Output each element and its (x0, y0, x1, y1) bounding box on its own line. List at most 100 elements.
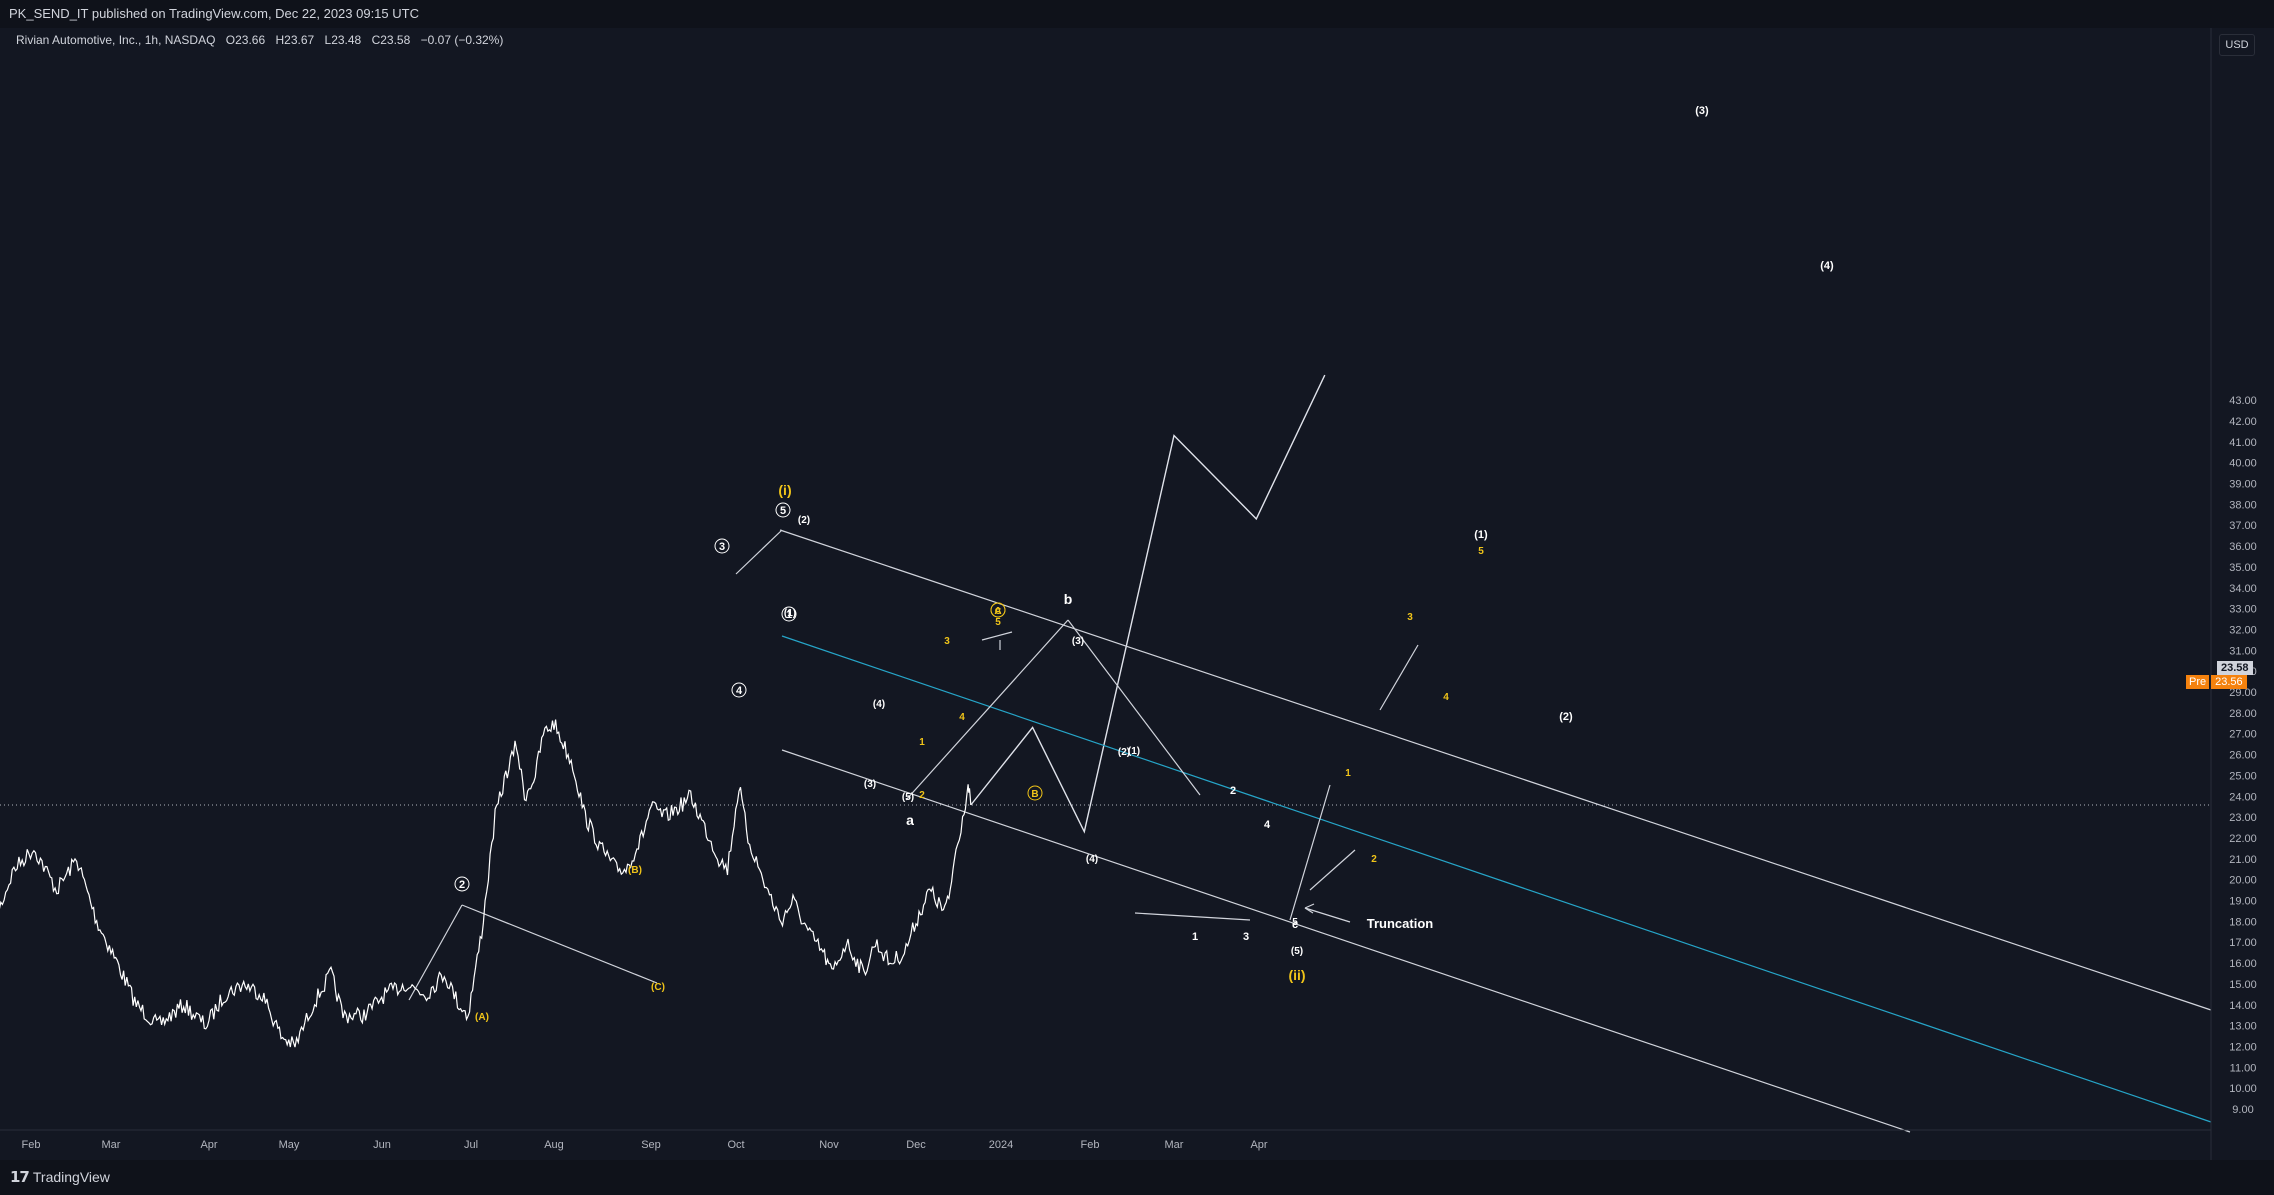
price-line (0, 719, 972, 1048)
brand-name: TradingView (32, 1169, 110, 1185)
wave-label: (4) (1086, 854, 1098, 865)
wave-label: 3 (944, 636, 950, 647)
wave-label: A (994, 606, 1001, 617)
wave-label: b (1064, 591, 1073, 607)
wave-labels: (i)(ii)53412(2)(1)(4)(3)(5)(3)(1)(4)(2)(… (454, 105, 1834, 1023)
wave-label: 3 (1243, 931, 1249, 943)
wave-label: 5 (780, 505, 786, 517)
wave-line (1134, 912, 1251, 921)
wave-label: (1) (1128, 746, 1140, 757)
time-axis[interactable]: Feb Mar Apr May Jun Jul Aug Sep Oct Nov Dec 2024 Feb… (22, 1139, 1268, 1151)
wave-label: 3 (1407, 612, 1413, 623)
wave-label-circle (454, 876, 470, 892)
wave-label: 1 (786, 609, 792, 621)
y-tick-label: 42.00 (2229, 416, 2257, 428)
symbol-legend[interactable]: Rivian Automotive, Inc., 1h, NASDAQ O23.… (16, 33, 510, 47)
wave-label: (2) (1559, 711, 1573, 723)
y-tick-label: 16.00 (2229, 958, 2257, 970)
x-tick-label: Mar (102, 1139, 121, 1151)
wave-line (1379, 644, 1419, 711)
wave-label: (4) (873, 699, 885, 710)
truncation-arrow-head (1304, 903, 1315, 909)
ohlc-open: O23.66 (225, 33, 266, 47)
y-tick-label: 33.00 (2229, 604, 2257, 616)
y-tick-label: 17.00 (2229, 937, 2257, 949)
wave-line (408, 904, 463, 1001)
wave-line (461, 904, 658, 984)
ohlc-close: C23.58 (371, 33, 411, 47)
wave-label: 3 (719, 541, 725, 553)
y-tick-label: 25.00 (2229, 770, 2257, 782)
y-tick-label: 40.00 (2229, 458, 2257, 470)
wave-label: B (1031, 789, 1038, 800)
x-tick-label: Aug (544, 1139, 564, 1151)
y-tick-label: 20.00 (2229, 875, 2257, 887)
wave-label: (5) (1291, 946, 1303, 957)
truncation-arrow-head (1304, 907, 1314, 914)
wave-label: (2) (1118, 747, 1130, 758)
x-tick-label: Jul (464, 1139, 478, 1151)
x-tick-label: Jun (373, 1139, 391, 1151)
wave-line (905, 619, 1069, 801)
wave-label: (5) (902, 792, 914, 803)
x-tick-label: Sep (641, 1139, 661, 1151)
x-tick-label: Apr (1250, 1139, 1267, 1151)
wave-label: (3) (1695, 105, 1709, 117)
y-tick-label: 41.00 (2229, 437, 2257, 449)
publish-info: PK_SEND_IT published on TradingView.com,… (9, 6, 419, 21)
wave-label: 2 (1230, 785, 1236, 797)
y-tick-label: 18.00 (2229, 916, 2257, 928)
wave-label: 1 (1345, 768, 1351, 779)
price-series (0, 719, 972, 1048)
y-tick-label: 14.00 (2229, 1000, 2257, 1012)
price-axis[interactable]: 9.00 10.00 11.00 12.00 13.00 14.00 15.00 16.00 1… (2229, 395, 2257, 1116)
wave-label: 2 (919, 790, 925, 801)
wave-label-circle (731, 682, 747, 698)
footer-bar: 𝟭𝟳 TradingView (0, 1160, 2274, 1195)
y-tick-label: 31.00 (2229, 645, 2257, 657)
y-tick-label: 21.00 (2229, 854, 2257, 866)
y-tick-label: 39.00 (2229, 479, 2257, 491)
y-tick-label: 37.00 (2229, 520, 2257, 532)
x-tick-label: Dec (906, 1139, 926, 1151)
trend-drawings (408, 374, 2212, 1133)
y-tick-label: 22.00 (2229, 833, 2257, 845)
y-tick-label: 9.00 (2232, 1104, 2253, 1116)
wave-line (981, 631, 1013, 641)
channel-upper-line (779, 529, 2212, 1011)
wave-label: 2 (459, 879, 465, 891)
y-tick-label: 35.00 (2229, 562, 2257, 574)
wave-line (1067, 619, 1201, 796)
y-tick-label: 19.00 (2229, 896, 2257, 908)
wave-label: 4 (1264, 819, 1271, 831)
publish-info-bar: PK_SEND_IT published on TradingView.com,… (0, 0, 2274, 28)
wave-label-circle (714, 538, 730, 554)
wave-label: (2) (798, 515, 810, 526)
wave-label: 4 (959, 712, 965, 723)
channel-mid-line (781, 635, 2212, 1123)
truncation-arrow (1304, 907, 1351, 923)
ohlc-change: −0.07 (−0.32%) (420, 33, 504, 47)
wave-label: 4 (1443, 692, 1449, 703)
wave-label: 2 (1371, 854, 1377, 865)
channel-lower-line (781, 749, 1911, 1133)
tradingview-logo-icon: 𝟭𝟳 (10, 1169, 30, 1186)
y-tick-label: 10.00 (2229, 1083, 2257, 1095)
premarket-price: 23.56 (2211, 675, 2247, 689)
wave-label-circle (1027, 785, 1043, 801)
wave-label-circle (781, 606, 797, 622)
tradingview-logo[interactable]: 𝟭𝟳 TradingView (10, 1168, 110, 1186)
currency-button[interactable]: USD (2219, 34, 2255, 56)
wave-label: (i) (778, 482, 791, 498)
y-tick-label: 13.00 (2229, 1021, 2257, 1033)
wave-label: 5 (1478, 546, 1484, 557)
y-tick-label: 23.00 (2229, 812, 2257, 824)
premarket-label: Pre (2186, 675, 2210, 689)
projection-path (970, 374, 1326, 834)
wave-label: C (995, 606, 1002, 616)
wave-line (1289, 784, 1331, 921)
y-tick-label: 15.00 (2229, 979, 2257, 991)
symbol-name[interactable]: Rivian Automotive, Inc., 1h, NASDAQ (16, 33, 216, 47)
y-tick-label: 34.00 (2229, 583, 2257, 595)
